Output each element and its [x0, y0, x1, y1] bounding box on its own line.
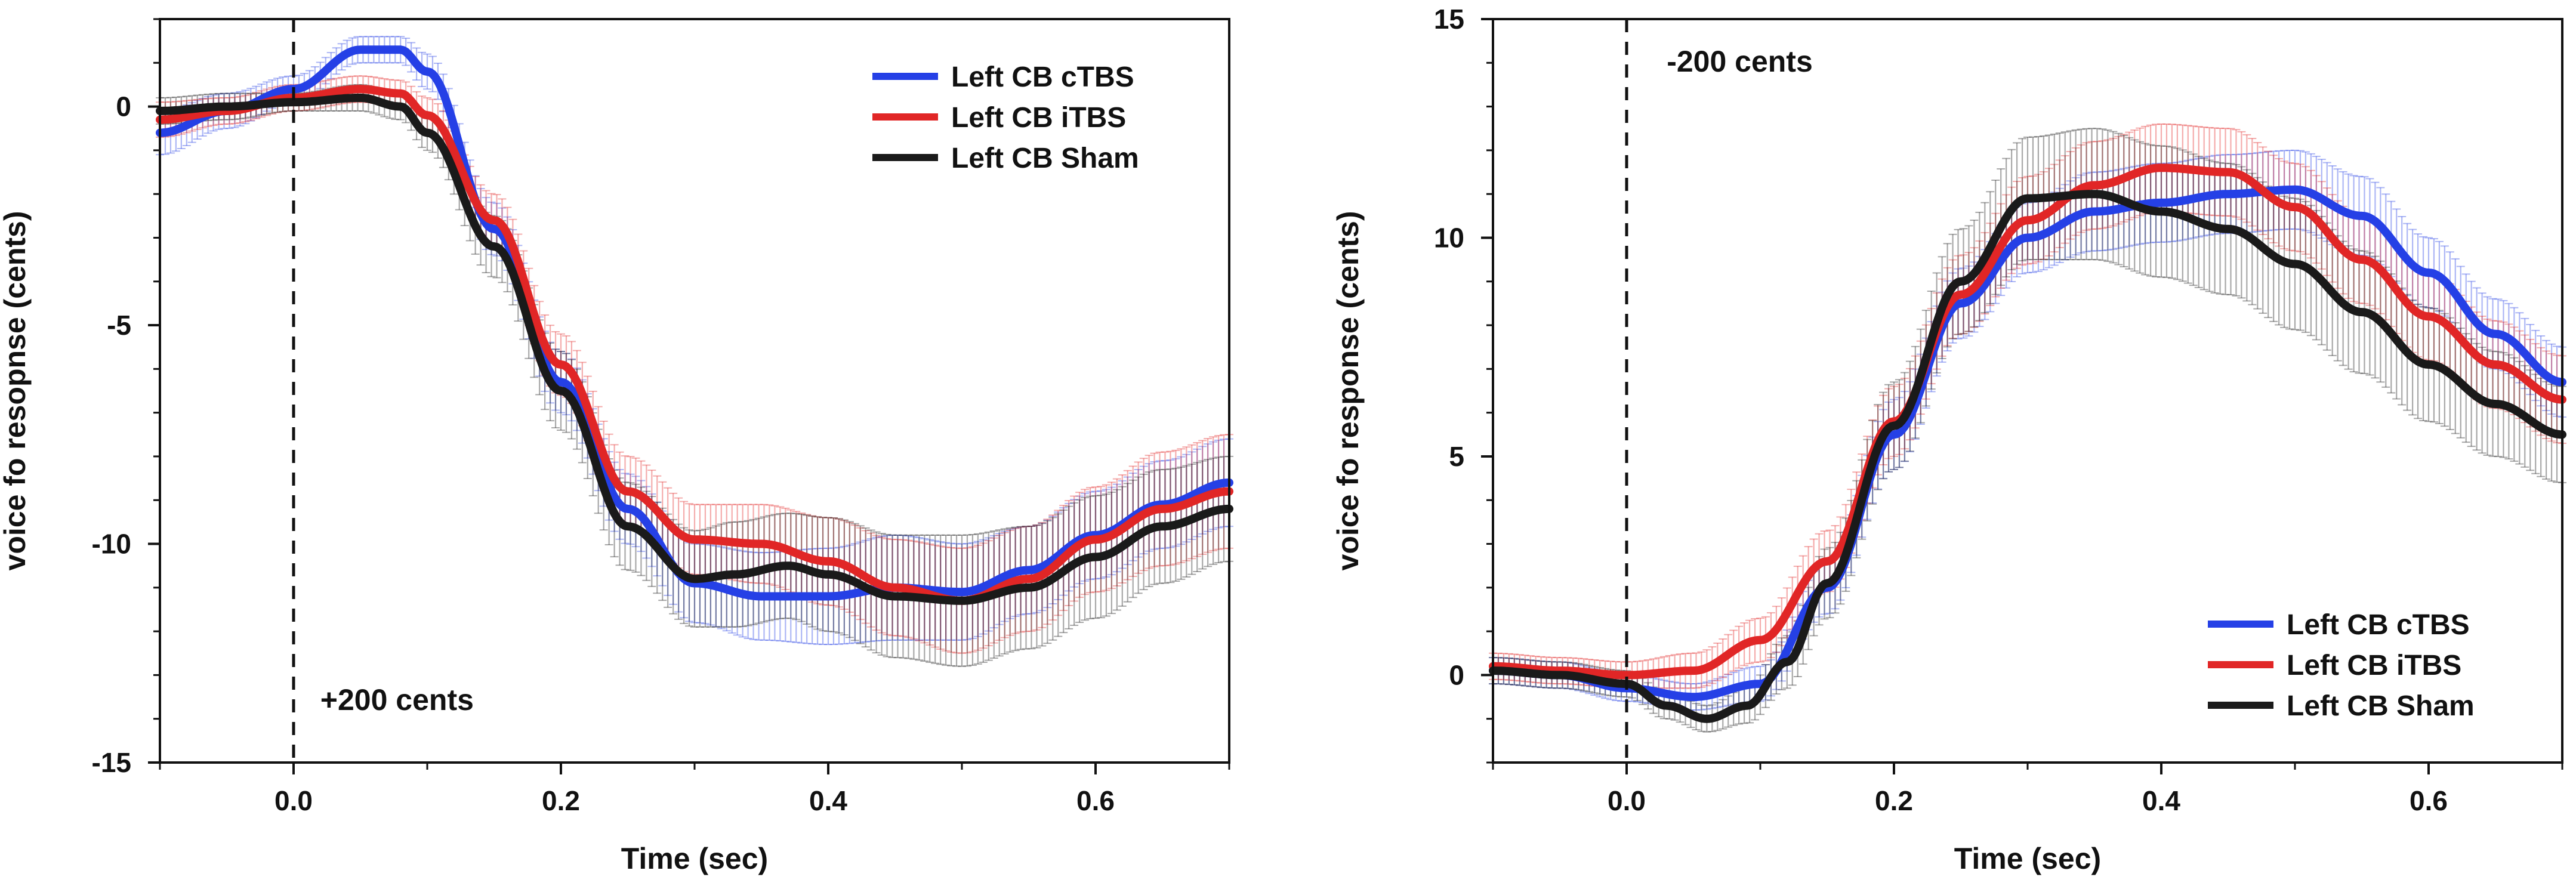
chart-left-y-tick-label: -15 — [92, 747, 131, 778]
chart-right-x-tick-label: 0.0 — [1608, 785, 1646, 816]
chart-right-legend-label: Left CB cTBS — [2287, 609, 2470, 641]
chart-right-x-tick-label: 0.6 — [2410, 785, 2448, 816]
chart-right-legend-label: Left CB iTBS — [2287, 650, 2461, 681]
chart-left-legend-label: Left CB cTBS — [951, 61, 1134, 93]
chart-left-x-axis-label: Time (sec) — [621, 842, 768, 875]
chart-right-x-tick-label: 0.2 — [1875, 785, 1913, 816]
chart-right-y-axis-label: voice fo response (cents) — [1331, 211, 1365, 571]
chart-right-y-tick-label: 15 — [1434, 4, 1464, 35]
chart-right-series-1-line — [1489, 185, 2566, 702]
chart-right-annotation: -200 cents — [1667, 45, 1813, 78]
chart-left-x-tick-label: 0.2 — [542, 785, 580, 816]
chart-left-y-axis-label: voice fo resopnse (cents) — [0, 211, 32, 571]
chart-left-x-tick-label: 0.4 — [809, 785, 847, 816]
chart-left-y-tick-label: -10 — [92, 529, 131, 560]
chart-right-y-tick-label: 5 — [1449, 441, 1464, 472]
chart-right-series-2-line — [1489, 163, 2566, 680]
chart-left-x-tick-label: 0.0 — [274, 785, 313, 816]
chart-left-series-2-line — [156, 85, 1233, 605]
chart-left-y-tick-label: 0 — [116, 91, 131, 122]
chart-right-x-tick-label: 0.4 — [2142, 785, 2180, 816]
chart-right-legend-label: Left CB Sham — [2287, 690, 2475, 722]
chart-left-series-3-line — [156, 93, 1233, 605]
chart-right-legend: Left CB cTBS Left CB iTBS Left CB Sham — [2208, 609, 2475, 722]
chart-left-legend-label: Left CB Sham — [951, 143, 1139, 174]
chart-left-panel: 0.0 0.2 0.4 0.6 0 -5 -10 -15 Time (sec) voice fo … — [0, 18, 1233, 875]
chart-left-annotation: +200 cents — [320, 683, 474, 717]
chart-left-x-tick-label: 0.6 — [1076, 785, 1115, 816]
chart-right-y-tick-label: 0 — [1449, 659, 1464, 690]
chart-right-x-axis-label: Time (sec) — [1954, 842, 2101, 875]
chart-right-series-3-line — [1489, 190, 2566, 723]
chart-left-series-1-line — [156, 45, 1233, 601]
chart-left-y-tick-label: -5 — [107, 310, 131, 341]
chart-right-y-tick-label: 10 — [1434, 222, 1464, 253]
chart-right-panel: 0.0 0.2 0.4 0.6 0 5 10 15 Time (sec) voice fo res… — [1331, 4, 2566, 875]
chart-left-legend: Left CB cTBS Left CB iTBS Left CB Sham — [872, 61, 1139, 174]
chart-left-legend-label: Left CB iTBS — [951, 102, 1126, 134]
